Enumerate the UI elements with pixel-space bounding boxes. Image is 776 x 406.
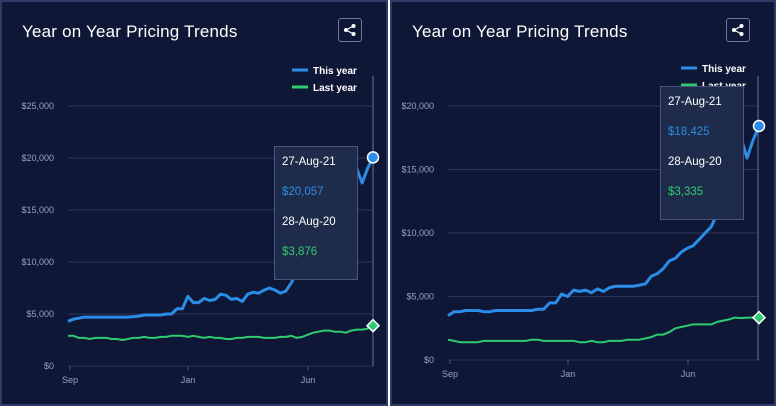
legend-label: Last year <box>313 83 357 94</box>
x-tick-label: Jan <box>181 375 196 385</box>
x-tick-label: Jun <box>681 369 696 379</box>
x-tick-label: Jun <box>301 375 316 385</box>
chart-panel-left: $0 $5,000 $10,000 $15,000 $20,000 $25,000 Sep J… <box>0 0 388 406</box>
tooltip-last-year-date: 28-Aug-20 <box>282 216 336 228</box>
tooltip-last-year-date: 28-Aug-20 <box>668 156 722 168</box>
tooltip-this-year-value: $20,057 <box>282 186 324 198</box>
tooltip-this-year-date: 27-Aug-21 <box>282 156 336 168</box>
series-line-this-year <box>447 125 761 317</box>
this-year-hover-marker <box>366 151 380 164</box>
series-line-last-year <box>68 324 374 341</box>
chart-canvas-right: $0 $5,000 $10,000 $15,000 $20,000 Sep Jan Jun Th… <box>401 64 767 379</box>
y-tick-label: $15,000 <box>401 165 434 175</box>
share-button[interactable] <box>726 18 750 42</box>
y-tick-label: $25,000 <box>21 101 54 111</box>
y-tick-label: $5,000 <box>26 309 54 319</box>
y-tick-label: $5,000 <box>406 292 434 302</box>
chart-panel-right: $0 $5,000 $10,000 $15,000 $20,000 Sep Jan Jun Th… <box>390 0 776 406</box>
x-tick-label: Jan <box>561 369 576 379</box>
tooltip-this-year-value: $18,425 <box>668 126 710 138</box>
tooltip-last-year-value: $3,876 <box>282 246 318 258</box>
x-tick-label: Sep <box>62 375 78 385</box>
y-tick-label: $10,000 <box>401 228 434 238</box>
y-tick-label: $10,000 <box>21 257 54 267</box>
y-tick-label: $20,000 <box>21 153 54 163</box>
y-tick-label: $20,000 <box>401 101 434 111</box>
share-icon <box>344 24 356 36</box>
x-tick-label: Sep <box>442 369 458 379</box>
tooltip-this-year-date: 27-Aug-21 <box>668 96 722 108</box>
last-year-hover-marker <box>365 318 381 333</box>
legend-label: This year <box>702 64 746 75</box>
tooltip-last-year-value: $3,335 <box>668 186 704 198</box>
series-line-last-year <box>447 316 759 344</box>
hover-tooltip: 27-Aug-21 $18,425 28-Aug-20 $3,335 <box>660 86 744 220</box>
share-button[interactable] <box>338 18 362 42</box>
last-year-hover-marker <box>751 310 767 325</box>
y-tick-label: $0 <box>424 355 434 365</box>
chart-title: Year on Year Pricing Trends <box>412 22 628 41</box>
y-tick-label: $0 <box>44 361 54 371</box>
chart-title: Year on Year Pricing Trends <box>22 22 238 41</box>
this-year-hover-marker <box>752 119 766 133</box>
y-tick-label: $15,000 <box>21 205 54 215</box>
hover-tooltip: 27-Aug-21 $20,057 28-Aug-20 $3,876 <box>274 146 358 280</box>
share-icon <box>732 24 744 36</box>
legend-label: This year <box>313 66 357 77</box>
